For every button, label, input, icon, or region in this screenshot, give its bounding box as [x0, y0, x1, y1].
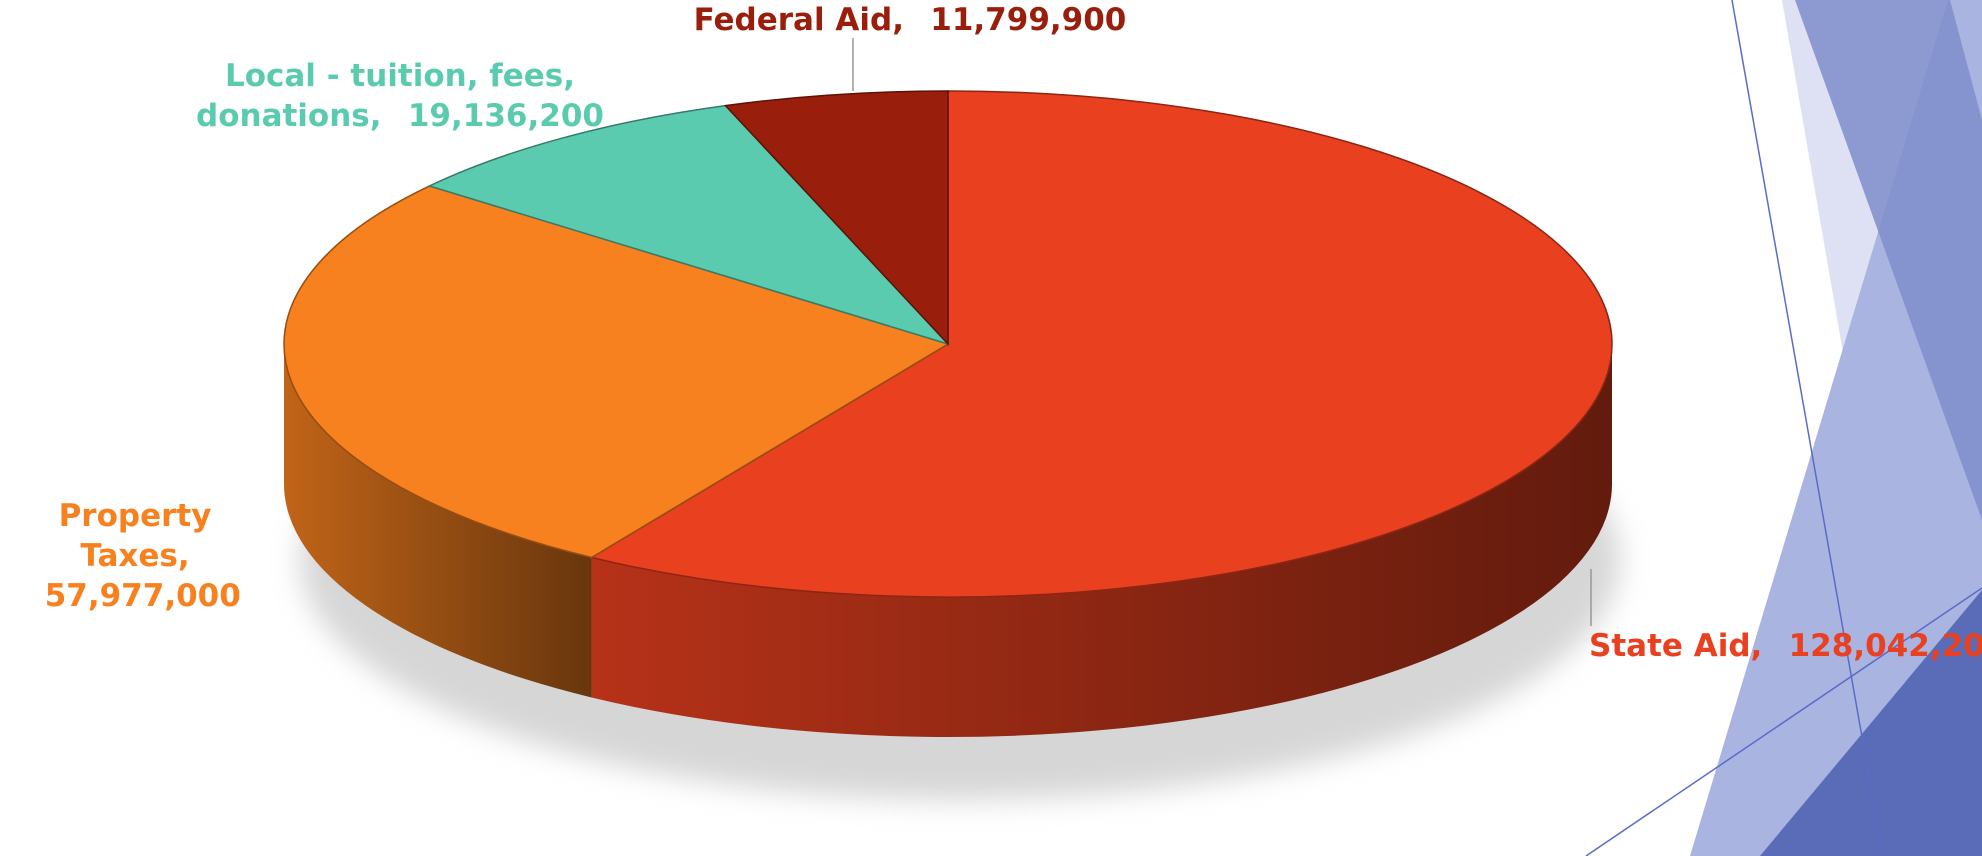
- slice: [427, 104, 951, 346]
- data-label: State Aid, 128,042,200: [1589, 626, 1982, 666]
- pie: [283, 90, 1613, 737]
- label-separator: ,: [177, 538, 190, 574]
- label-value: 57,977,000: [44, 578, 241, 614]
- slice-side: [284, 344, 592, 698]
- slice: [723, 90, 949, 346]
- label-value: 11,799,900: [930, 2, 1127, 38]
- label-category: State Aid: [1589, 628, 1751, 664]
- label-separator: ,: [892, 2, 904, 38]
- leader-lines: [852, 38, 1592, 626]
- background-decoration: [1585, 0, 1982, 856]
- label-category: Property Taxes: [58, 498, 212, 574]
- slice-side: [591, 344, 1612, 737]
- label-separator: ,: [1750, 628, 1763, 664]
- data-label: Local - tuition, fees, donations, 19,136…: [190, 56, 610, 136]
- data-label: Federal Aid, 11,799,900: [660, 0, 1160, 40]
- slice: [283, 185, 950, 559]
- label-category: Local - tuition, fees, donations: [196, 58, 576, 134]
- label-category: Federal Aid: [693, 2, 893, 38]
- slice: [589, 90, 1613, 598]
- label-separator: ,: [369, 98, 382, 134]
- label-value: 128,042,200: [1788, 628, 1982, 664]
- label-value: 19,136,200: [407, 98, 604, 134]
- data-label: Property Taxes, 57,977,000: [0, 496, 270, 616]
